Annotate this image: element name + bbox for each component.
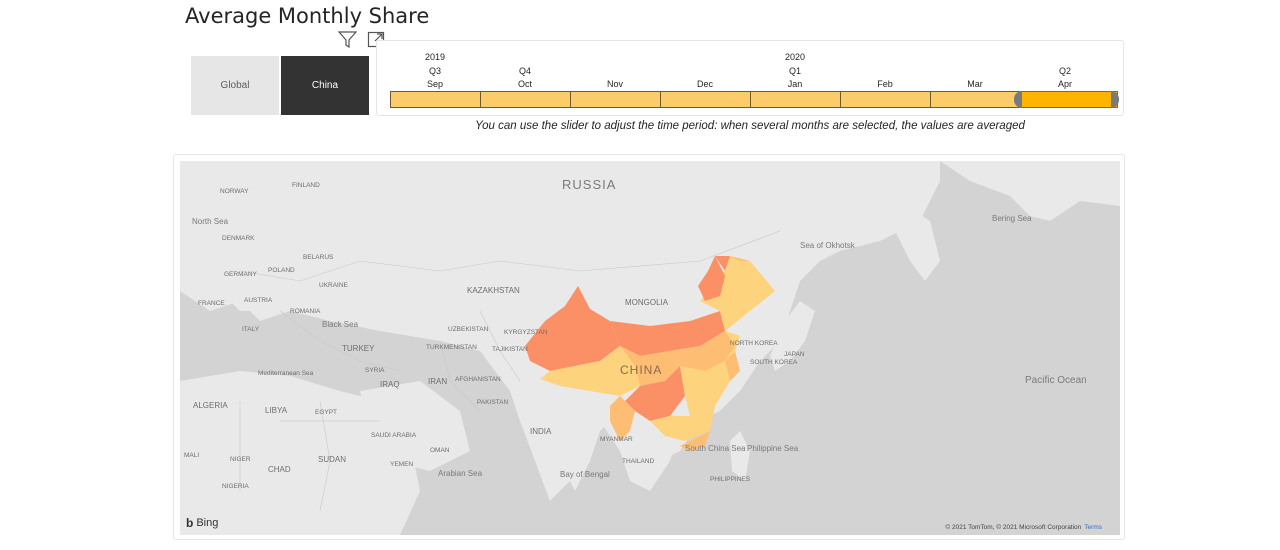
map-label-austria: AUSTRIA: [244, 297, 273, 304]
map-label-bay-of-bengal: Bay of Bengal: [560, 470, 610, 479]
map-label-chad: CHAD: [268, 465, 291, 474]
timeline-quarter-q2: Q2: [1058, 66, 1071, 76]
map-label-tajikistan: TAJIKISTAN: [492, 346, 528, 353]
map-label-south-korea: SOUTH KOREA: [750, 359, 798, 366]
slicer-option-china[interactable]: China: [281, 56, 369, 115]
map-label-bering-sea: Bering Sea: [992, 214, 1032, 223]
timeline-month-nov: Nov: [606, 79, 623, 89]
map-label-sea-of-okhotsk: Sea of Okhotsk: [800, 241, 856, 250]
timeline-cell-jan[interactable]: [750, 91, 840, 108]
timeline-month-apr: Apr: [1057, 79, 1072, 89]
map-label-syria: SYRIA: [365, 367, 385, 374]
timeline-cell-oct[interactable]: [480, 91, 570, 108]
timeline-quarter-q3: Q3: [428, 66, 441, 76]
timeline-cell-sep[interactable]: [390, 91, 480, 108]
map-label-india: INDIA: [530, 427, 552, 436]
map-label-sudan: SUDAN: [318, 455, 346, 464]
map-label-germany: GERMANY: [224, 271, 258, 278]
bing-icon: b: [186, 516, 194, 530]
timeline-cell-nov[interactable]: [570, 91, 660, 108]
region-slicer: Global China: [191, 56, 369, 115]
timeline-year-2020: 2020: [784, 52, 806, 62]
timeline-quarter-q1: Q1: [788, 66, 801, 76]
map-label-philippines: PHILIPPINES: [710, 476, 751, 483]
timeline-month-jan: Jan: [787, 79, 803, 89]
filter-icon[interactable]: [337, 30, 358, 49]
slicer-option-global[interactable]: Global: [191, 56, 279, 115]
timeline-slicer: 2019 2020 Q3 Q4 Q1 Q2 Sep Oct Nov Dec Ja…: [376, 40, 1124, 116]
timeline-handle-start[interactable]: [1014, 91, 1022, 108]
map-label-romania: ROMANIA: [290, 308, 321, 315]
timeline-cell-mar[interactable]: [930, 91, 1020, 108]
timeline-quarter-q4: Q4: [518, 66, 531, 76]
map-label-japan: JAPAN: [784, 351, 805, 358]
map-label-belarus: BELARUS: [303, 254, 334, 261]
map-label-italy: ITALY: [242, 326, 260, 333]
map-label-north-sea: North Sea: [192, 217, 229, 226]
timeline-year-2019: 2019: [424, 52, 446, 62]
map-copyright: © 2021 TomTom, © 2021 Microsoft Corporat…: [945, 524, 1102, 531]
timeline-cell-feb[interactable]: [840, 91, 930, 108]
map-label-poland: POLAND: [268, 267, 295, 274]
map-label-turkmenistan: TURKMENISTAN: [426, 344, 477, 351]
map-copyright-text: © 2021 TomTom, © 2021 Microsoft Corporat…: [945, 524, 1082, 531]
map-label-france: FRANCE: [198, 300, 225, 307]
map-label-algeria: ALGERIA: [193, 401, 228, 410]
map-label-uzbekistan: UZBEKISTAN: [448, 326, 489, 333]
bing-logo-text: Bing: [196, 517, 219, 529]
map-label-iraq: IRAQ: [380, 380, 400, 389]
page-title: Average Monthly Share: [185, 4, 430, 28]
map-label-denmark: DENMARK: [222, 235, 255, 242]
map-label-mali: MALI: [184, 452, 199, 459]
map-label-kazakhstan: KAZAKHSTAN: [467, 286, 520, 295]
map-label-oman: OMAN: [430, 447, 450, 454]
timeline-cell-dec[interactable]: [660, 91, 750, 108]
map-label-china: CHINA: [620, 363, 662, 377]
timeline-month-feb: Feb: [877, 79, 893, 89]
map-label-south-china-sea: South China Sea: [685, 444, 746, 453]
timeline-track[interactable]: [390, 91, 1119, 108]
map-label-philippine-sea: Philippine Sea: [747, 444, 799, 453]
timeline-month-dec: Dec: [696, 79, 713, 89]
map-label-yemen: YEMEN: [390, 461, 413, 468]
map-visual: RUSSIA CHINA KAZAKHSTAN MONGOLIA INDIA I…: [173, 154, 1125, 540]
map-label-afghanistan: AFGHANISTAN: [455, 376, 501, 383]
timeline-handle-end[interactable]: [1111, 91, 1119, 108]
map-label-norway: NORWAY: [220, 188, 249, 195]
timeline-month-mar: Mar: [967, 79, 983, 89]
timeline-cell-apr[interactable]: [1020, 91, 1118, 108]
map-label-myanmar: MYANMAR: [600, 436, 633, 443]
bing-logo: b Bing: [186, 516, 218, 530]
map-label-libya: LIBYA: [265, 406, 288, 415]
slider-hint-text: You can use the slider to adjust the tim…: [475, 120, 1025, 132]
timeline-month-oct: Oct: [517, 79, 532, 89]
map-label-niger: NIGER: [230, 456, 251, 463]
map-label-saudi-arabia: SAUDI ARABIA: [371, 432, 417, 439]
map-label-mediterranean-sea: Mediterranean Sea: [258, 370, 314, 377]
map-label-north-korea: NORTH KOREA: [730, 340, 778, 347]
map-label-mongolia: MONGOLIA: [625, 298, 669, 307]
map-label-thailand: THAILAND: [622, 458, 654, 465]
map-label-russia: RUSSIA: [562, 177, 616, 192]
map-label-ukraine: UKRAINE: [319, 282, 349, 289]
map-label-black-sea: Black Sea: [322, 320, 359, 329]
map-canvas[interactable]: RUSSIA CHINA KAZAKHSTAN MONGOLIA INDIA I…: [180, 161, 1120, 535]
map-label-finland: FINLAND: [292, 182, 320, 189]
timeline-month-sep: Sep: [426, 79, 443, 89]
map-label-egypt: EGYPT: [315, 409, 337, 416]
map-label-kyrgyzstan: KYRGYZSTAN: [504, 329, 548, 336]
map-terms-link[interactable]: Terms: [1084, 524, 1102, 531]
map-label-arabian-sea: Arabian Sea: [438, 469, 483, 478]
map-label-pakistan: PAKISTAN: [477, 399, 508, 406]
map-label-iran: IRAN: [428, 377, 447, 386]
map-label-nigeria: NIGERIA: [222, 483, 249, 490]
map-label-pacific-ocean: Pacific Ocean: [1025, 375, 1087, 386]
map-label-turkey: TURKEY: [342, 344, 375, 353]
